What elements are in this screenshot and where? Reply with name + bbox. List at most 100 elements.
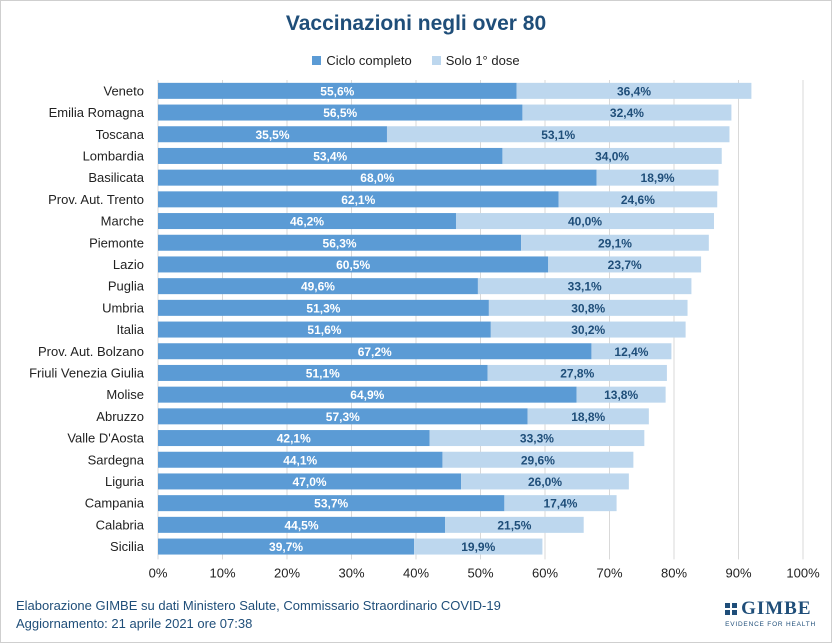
data-label-solo: 23,7% — [608, 258, 642, 272]
category-label: Sicilia — [110, 539, 145, 554]
bar-ciclo-completo — [158, 495, 505, 512]
legend-item-solo: Solo 1° dose — [431, 53, 520, 68]
data-label-solo: 30,8% — [571, 301, 605, 315]
x-tick-label: 50% — [467, 565, 493, 580]
category-label: Umbria — [102, 300, 145, 315]
category-label: Sardegna — [88, 452, 145, 467]
bar-ciclo-completo — [158, 386, 577, 403]
data-label-solo: 18,8% — [571, 410, 605, 424]
bar-ciclo-completo — [158, 451, 443, 468]
bar-solo-prima-dose — [527, 408, 649, 425]
data-label-ciclo: 68,0% — [360, 171, 394, 185]
data-label-ciclo: 49,6% — [301, 280, 335, 294]
legend-label-solo: Solo 1° dose — [445, 53, 520, 68]
bar-solo-prima-dose — [504, 495, 617, 512]
category-label: Italia — [117, 322, 145, 337]
bar-solo-prima-dose — [442, 451, 634, 468]
data-label-ciclo: 56,3% — [323, 236, 357, 250]
bar-solo-prima-dose — [461, 473, 629, 490]
data-label-ciclo: 60,5% — [336, 258, 370, 272]
bar-solo-prima-dose — [522, 104, 732, 121]
category-label: Liguria — [105, 474, 145, 489]
bar-ciclo-completo — [158, 169, 597, 186]
bar-ciclo-completo — [158, 104, 523, 121]
bar-ciclo-completo — [158, 278, 478, 295]
data-label-solo: 18,9% — [641, 171, 675, 185]
category-label: Puglia — [108, 279, 145, 294]
category-label: Friuli Venezia Giulia — [29, 365, 145, 380]
data-label-solo: 32,4% — [610, 106, 644, 120]
data-label-ciclo: 62,1% — [341, 193, 375, 207]
data-label-ciclo: 53,4% — [313, 149, 347, 163]
data-label-ciclo: 55,6% — [320, 84, 354, 98]
data-label-ciclo: 56,5% — [323, 106, 357, 120]
data-label-ciclo: 51,6% — [307, 323, 341, 337]
logo-grid-icon — [725, 603, 738, 615]
bar-solo-prima-dose — [591, 343, 672, 360]
bar-ciclo-completo — [158, 473, 462, 490]
category-label: Campania — [85, 496, 145, 511]
bar-solo-prima-dose — [455, 213, 714, 230]
category-label: Piemonte — [89, 235, 144, 250]
bar-ciclo-completo — [158, 516, 446, 533]
bar-solo-prima-dose — [558, 191, 718, 208]
data-label-ciclo: 64,9% — [350, 388, 384, 402]
x-tick-label: 80% — [661, 565, 687, 580]
data-label-ciclo: 47,0% — [293, 475, 327, 489]
x-tick-label: 70% — [596, 565, 622, 580]
category-label: Prov. Aut. Bolzano — [38, 344, 144, 359]
bar-ciclo-completo — [158, 430, 430, 447]
category-label: Prov. Aut. Trento — [48, 192, 144, 207]
update-note: Aggiornamento: 21 aprile 2021 ore 07:38 — [16, 616, 253, 631]
bar-ciclo-completo — [158, 299, 489, 316]
data-label-solo: 40,0% — [568, 215, 602, 229]
data-label-solo: 29,6% — [521, 453, 555, 467]
category-label: Valle D'Aosta — [67, 431, 144, 446]
data-label-solo: 27,8% — [560, 366, 594, 380]
x-tick-label: 40% — [403, 565, 429, 580]
bar-ciclo-completo — [158, 147, 503, 164]
bar-solo-prima-dose — [521, 234, 709, 251]
data-label-ciclo: 44,5% — [284, 518, 318, 532]
data-label-ciclo: 51,3% — [306, 301, 340, 315]
data-label-ciclo: 53,7% — [314, 497, 348, 511]
data-label-solo: 36,4% — [617, 84, 651, 98]
data-label-ciclo: 35,5% — [255, 128, 289, 142]
bar-solo-prima-dose — [576, 386, 666, 403]
bar-ciclo-completo — [158, 126, 387, 143]
bar-ciclo-completo — [158, 234, 522, 251]
data-label-solo: 12,4% — [614, 345, 648, 359]
bar-solo-prima-dose — [445, 516, 584, 533]
bar-solo-prima-dose — [487, 364, 667, 381]
bar-ciclo-completo — [158, 256, 549, 273]
data-label-solo: 26,0% — [528, 475, 562, 489]
bar-ciclo-completo — [158, 364, 488, 381]
data-label-solo: 21,5% — [497, 518, 531, 532]
x-tick-label: 0% — [149, 565, 168, 580]
bar-ciclo-completo — [158, 82, 517, 99]
data-label-ciclo: 39,7% — [269, 540, 303, 554]
category-label: Emilia Romagna — [49, 105, 145, 120]
category-label: Toscana — [96, 127, 145, 142]
chart-title: Vaccinazioni negli over 80 — [285, 12, 547, 35]
bar-ciclo-completo — [158, 321, 491, 338]
bar-ciclo-completo — [158, 408, 528, 425]
bar-solo-prima-dose — [548, 256, 702, 273]
bar-ciclo-completo — [158, 538, 415, 555]
bar-solo-prima-dose — [516, 82, 752, 99]
category-label: Marche — [101, 214, 144, 229]
data-label-solo: 30,2% — [571, 323, 605, 337]
data-label-solo: 29,1% — [598, 236, 632, 250]
logo-tagline: EVIDENCE FOR HEALTH — [725, 621, 816, 628]
data-label-ciclo: 51,1% — [306, 366, 340, 380]
data-label-ciclo: 42,1% — [277, 432, 311, 446]
data-label-solo: 17,4% — [543, 497, 577, 511]
bar-solo-prima-dose — [502, 147, 722, 164]
x-tick-label: 90% — [725, 565, 751, 580]
data-label-solo: 53,1% — [541, 128, 575, 142]
category-label: Veneto — [104, 83, 145, 98]
data-label-solo: 13,8% — [604, 388, 638, 402]
data-label-solo: 33,3% — [520, 432, 554, 446]
legend-item-ciclo: Ciclo completo — [312, 53, 412, 68]
